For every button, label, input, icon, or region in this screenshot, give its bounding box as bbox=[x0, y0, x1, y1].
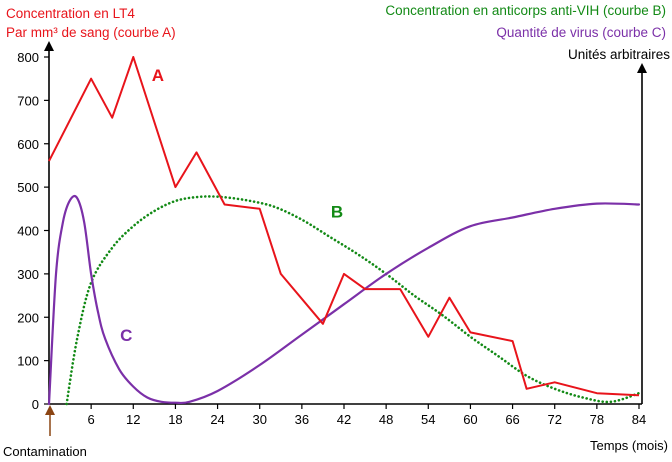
curve-label-a: A bbox=[152, 66, 164, 85]
y-tick-label: 400 bbox=[17, 224, 39, 239]
x-axis-label: Temps (mois) bbox=[590, 438, 668, 453]
series-c-line bbox=[47, 194, 641, 406]
y-tick-label: 200 bbox=[17, 310, 39, 325]
y-tick-group: 0 100 200 300 400 500 600 700 800 bbox=[17, 50, 49, 412]
right-axis-label: Unités arbitraires bbox=[568, 47, 670, 62]
y-tick-label: 800 bbox=[17, 50, 39, 65]
x-tick-label: 84 bbox=[632, 412, 646, 427]
x-tick-label: 66 bbox=[505, 412, 519, 427]
x-tick-label: 78 bbox=[590, 412, 604, 427]
x-tick-label: 36 bbox=[295, 412, 309, 427]
y-tick-label: 600 bbox=[17, 137, 39, 152]
x-tick-label: 30 bbox=[252, 412, 266, 427]
y-tick-label: 0 bbox=[32, 397, 39, 412]
x-tick-label: 54 bbox=[421, 412, 435, 427]
y-tick-label: 700 bbox=[17, 93, 39, 108]
series-group bbox=[47, 56, 641, 406]
right-title-line-1: Concentration en anticorps anti-VIH (cou… bbox=[385, 3, 666, 18]
series-b-line bbox=[65, 195, 641, 406]
curve-label-group: A B C bbox=[120, 66, 343, 345]
curve-label-b: B bbox=[331, 202, 343, 221]
x-tick-label: 24 bbox=[210, 412, 224, 427]
right-title-line-2: Quantité de virus (courbe C) bbox=[496, 25, 666, 40]
contamination-label: Contamination bbox=[3, 444, 87, 459]
y-tick-label: 300 bbox=[17, 267, 39, 282]
x-tick-label: 72 bbox=[547, 412, 561, 427]
left-title-line-1: Concentration en LT4 bbox=[6, 6, 135, 21]
left-title-line-2: Par mm³ de sang (courbe A) bbox=[6, 25, 176, 40]
x-tick-label: 42 bbox=[337, 412, 351, 427]
x-tick-group: 6 12 18 24 30 36 42 48 54 60 66 72 78 84 bbox=[88, 404, 646, 427]
x-tick-label: 6 bbox=[88, 412, 95, 427]
x-tick-label: 48 bbox=[379, 412, 393, 427]
x-tick-label: 18 bbox=[168, 412, 182, 427]
x-tick-label: 60 bbox=[463, 412, 477, 427]
series-a-line bbox=[48, 56, 640, 397]
x-tick-label: 12 bbox=[126, 412, 140, 427]
curve-label-c: C bbox=[120, 326, 132, 345]
y-tick-label: 500 bbox=[17, 180, 39, 195]
y-tick-label: 100 bbox=[17, 354, 39, 369]
